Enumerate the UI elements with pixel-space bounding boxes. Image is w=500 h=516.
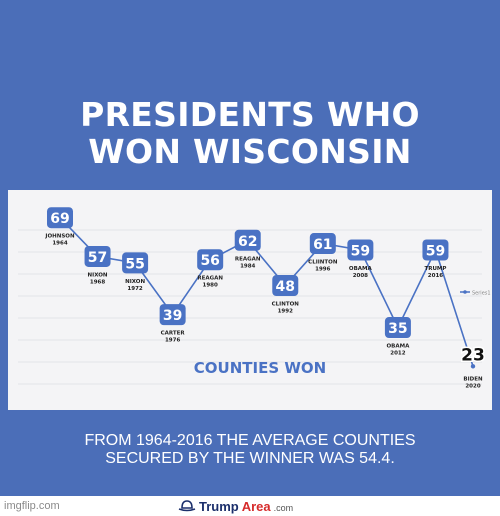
point-name: TRUMP (424, 266, 446, 272)
point-year: 1980 (203, 283, 218, 289)
data-point-badge (234, 229, 261, 251)
brand-part2: Area (241, 498, 271, 514)
point-name: NIXON (88, 272, 108, 278)
data-label-value: 61 (313, 237, 332, 253)
data-label-value: 57 (88, 250, 107, 266)
point-year: 1976 (165, 338, 180, 344)
data-label-value: 55 (125, 256, 144, 272)
title-line-2: WON WISCONSIN (88, 132, 412, 171)
data-label-value: 56 (200, 253, 219, 269)
average-note-line-2: SECURED BY THE WINNER WAS 54.4. (105, 450, 395, 467)
point-name: OBAMA (386, 344, 410, 350)
point-name: OBAMA (349, 266, 373, 272)
point-year: 1968 (90, 279, 105, 285)
data-label-value: 62 (238, 234, 257, 250)
legend-marker (463, 290, 467, 294)
point-name: NIXON (125, 279, 145, 285)
point-name: CARTER (161, 331, 186, 337)
data-point-badge (47, 207, 73, 229)
data-label-value: 59 (426, 244, 445, 260)
brand-logo: Trump Area .com (178, 497, 293, 515)
data-label-value: 23 (461, 345, 485, 365)
chart-panel: COUNTIES WON Series1 69 JOHNSON 1964 57 NIXON 1… (8, 190, 492, 410)
point-year: 2020 (465, 383, 480, 389)
data-point-badge (384, 317, 411, 339)
point-year: 1992 (278, 309, 293, 315)
point-name: REAGAN (235, 256, 261, 262)
average-note-line-1: FROM 1964-2016 THE AVERAGE COUNTIES (84, 432, 416, 449)
average-note: FROM 1964-2016 THE AVERAGE COUNTIES SECU… (0, 432, 500, 468)
point-year: 2012 (390, 351, 405, 357)
point-year: 1996 (315, 267, 330, 273)
point-year: 1964 (52, 241, 67, 247)
data-point-badge (347, 239, 374, 261)
data-point-badge (309, 233, 336, 255)
series-line (59, 217, 474, 367)
data-label-value: 59 (351, 244, 370, 260)
data-point-badge (422, 239, 449, 261)
data-point-badge (122, 252, 149, 274)
point-name: REAGAN (197, 276, 223, 282)
point-year: 1984 (240, 263, 255, 269)
data-label-value: 39 (163, 308, 182, 324)
point-name: JOHNSON (44, 234, 75, 240)
point-name: CLINTON (272, 302, 300, 308)
point-year: 2008 (353, 273, 368, 279)
data-label-value: 35 (388, 321, 407, 337)
brand-suffix: .com (273, 502, 294, 513)
point-name: CLIINTON (308, 260, 338, 266)
point-year: 1972 (127, 286, 142, 292)
title-line-1: PRESIDENTS WHO (80, 95, 420, 134)
hat-icon (178, 500, 196, 512)
data-point-badge (84, 245, 111, 267)
point-year: 2016 (428, 273, 443, 279)
brand-part1: Trump (199, 498, 239, 514)
data-point (470, 364, 476, 369)
bottom-bar (0, 496, 500, 516)
data-point-badge (159, 304, 186, 326)
watermark: imgflip.com (4, 500, 60, 512)
data-point-badge (272, 275, 299, 297)
line-chart: COUNTIES WONSeries169JOHNSON196457NIXON1… (18, 207, 491, 389)
page-title: PRESIDENTS WHO WON WISCONSIN (0, 96, 500, 170)
point-name: BIDEN (463, 376, 483, 382)
legend-label: Series1 (472, 291, 491, 297)
data-label-value: 48 (276, 279, 295, 295)
data-label-value: 69 (50, 211, 69, 227)
chart-title: COUNTIES WON (194, 359, 326, 377)
data-point-badge (197, 249, 224, 271)
